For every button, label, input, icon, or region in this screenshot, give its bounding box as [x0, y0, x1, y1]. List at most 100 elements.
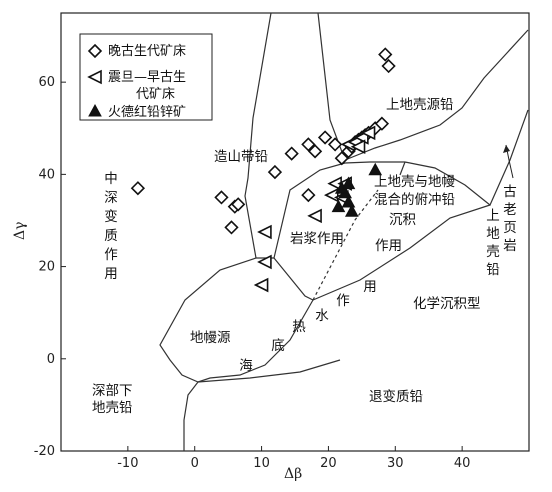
late-paleozoic-point — [130, 181, 146, 196]
late-paleozoic-point — [284, 146, 299, 161]
legend-label-huodehong: 火德红铅锌矿 — [108, 104, 186, 120]
x-axis-label: Δβ — [284, 466, 302, 482]
huodehong-point — [344, 204, 359, 217]
late-paleozoic-point — [301, 187, 316, 203]
y-tick-label: 40 — [38, 167, 55, 182]
late-paleozoic-point — [374, 116, 390, 131]
region-label-chemical-sediment: 化学沉积型 — [413, 296, 481, 312]
hydro-label-char: 海 — [239, 358, 253, 374]
deep-crust-boundary — [183, 381, 199, 451]
legend-label-sinian-early-paleozoic-line1: 震旦—早古生 — [108, 70, 186, 85]
y-tick-label: -20 — [34, 444, 55, 459]
sediment-divider-dashed — [312, 189, 379, 301]
hydrothermal-boundary — [197, 299, 314, 383]
vertical-label-char: 作 — [104, 247, 118, 263]
late-paleozoic-point — [317, 130, 333, 145]
late-paleozoic-point — [267, 164, 283, 180]
vertical-label-char: 老 — [503, 202, 517, 218]
late-paleozoic-point — [378, 47, 393, 62]
x-tick-label: -10 — [117, 456, 138, 471]
hydro-label-char: 热 — [292, 319, 306, 335]
legend-label-sinian-early-paleozoic-line2: 代矿床 — [136, 87, 175, 102]
x-tick-label: 30 — [387, 456, 404, 471]
vertical-label-char: 地 — [486, 226, 500, 242]
vertical-label-char: 变 — [104, 209, 118, 225]
sinian-early-paleozoic-point — [323, 187, 339, 203]
hydro-label-char: 作 — [336, 293, 350, 309]
huodehong-point — [341, 176, 356, 190]
hydro-label-char: 底 — [271, 338, 285, 354]
vertical-label-char: 深 — [104, 190, 118, 206]
region-label-subduction-line2: 混合的俯冲铅 — [374, 192, 455, 208]
subduction-upper-boundary — [273, 161, 405, 259]
legend-markers — [87, 43, 103, 117]
x-tick-label: 0 — [191, 456, 199, 471]
sinian-early-paleozoic-point — [253, 277, 269, 293]
region-label-deep-crust-line1: 深部下 — [92, 383, 133, 399]
sinian-early-paleozoic-point — [257, 254, 272, 270]
y-tick-label: 60 — [38, 75, 55, 90]
vertical-label-char: 中 — [104, 171, 118, 187]
late-paleozoic-point — [231, 197, 246, 212]
sinian-early-paleozoic-point — [360, 125, 376, 141]
huodehong-point — [368, 162, 383, 176]
subduction-right-boundary — [399, 161, 406, 176]
legend-marker-triangle-left — [87, 69, 102, 85]
huodehong-point — [341, 194, 356, 208]
vertical-label-char: 上 — [486, 208, 500, 224]
legend-frame — [79, 33, 213, 121]
legend-marker-triangle-up — [88, 103, 102, 117]
region-boundaries — [159, 12, 529, 451]
data-markers — [130, 47, 396, 293]
old-shale-pointer-arrowhead — [503, 145, 510, 153]
huodehong-point — [331, 199, 346, 213]
late-paleozoic-point — [224, 220, 239, 235]
vertical-label-char: 铅 — [486, 262, 500, 278]
late-paleozoic-point — [301, 137, 316, 152]
region-label-sediment-line2: 作用 — [375, 238, 402, 254]
plot-frame — [60, 12, 530, 452]
hydro-label-char: 水 — [315, 308, 329, 324]
x-tick-label: 20 — [320, 456, 337, 471]
vertical-label-char: 质 — [104, 228, 118, 244]
late-paleozoic-point — [381, 58, 396, 74]
legend-marker-diamond — [87, 43, 103, 59]
orogen-top-boundary — [317, 12, 346, 161]
vertical-label-char: 岩 — [503, 238, 517, 254]
retrograde-boundary — [197, 359, 341, 383]
y-tick-label: 0 — [47, 352, 55, 367]
late-paleozoic-point — [327, 137, 343, 152]
vertical-label-char: 用 — [104, 266, 118, 282]
region-label-upper-crust: 上地壳源铅 — [386, 97, 454, 113]
sinian-early-paleozoic-point — [257, 224, 272, 240]
x-tick-label: 10 — [253, 456, 270, 471]
legend: 晚古生代矿床 震旦—早古生 代矿床 火德红铅锌矿 — [79, 33, 213, 121]
hydro-label-char: 用 — [363, 279, 377, 295]
sinian-early-paleozoic-point — [350, 139, 366, 154]
region-label-magmatic: 岩浆作用 — [290, 231, 344, 247]
legend-label-late-paleozoic: 晚古生代矿床 — [108, 44, 186, 59]
y-axis-label: Δγ — [12, 222, 28, 240]
vertical-label-char: 古 — [503, 184, 517, 200]
vertical-label-char: 壳 — [486, 244, 500, 260]
region-label-orogen: 造山带铅 — [214, 149, 268, 165]
orogen-belt-boundary — [244, 12, 272, 259]
tick-layer: -10 0 10 20 30 40 -20 0 20 40 60 — [34, 75, 471, 471]
late-paleozoic-point — [307, 144, 323, 159]
vertical-label-char: 页 — [503, 220, 517, 236]
mantle-source-boundary — [159, 257, 257, 383]
x-tick-label: 40 — [454, 456, 471, 471]
magmatic-lower-boundary — [273, 204, 491, 301]
region-label-mantle-source: 地幔源 — [190, 330, 231, 346]
region-label-retrograde: 退变质铅 — [369, 389, 423, 405]
sinian-early-paleozoic-point — [307, 208, 322, 224]
region-label-subduction-line1: 上地壳与地幔 — [374, 174, 455, 190]
y-tick-label: 20 — [38, 260, 55, 275]
upper-crust-boundary — [344, 29, 529, 161]
late-paleozoic-point — [334, 151, 349, 166]
